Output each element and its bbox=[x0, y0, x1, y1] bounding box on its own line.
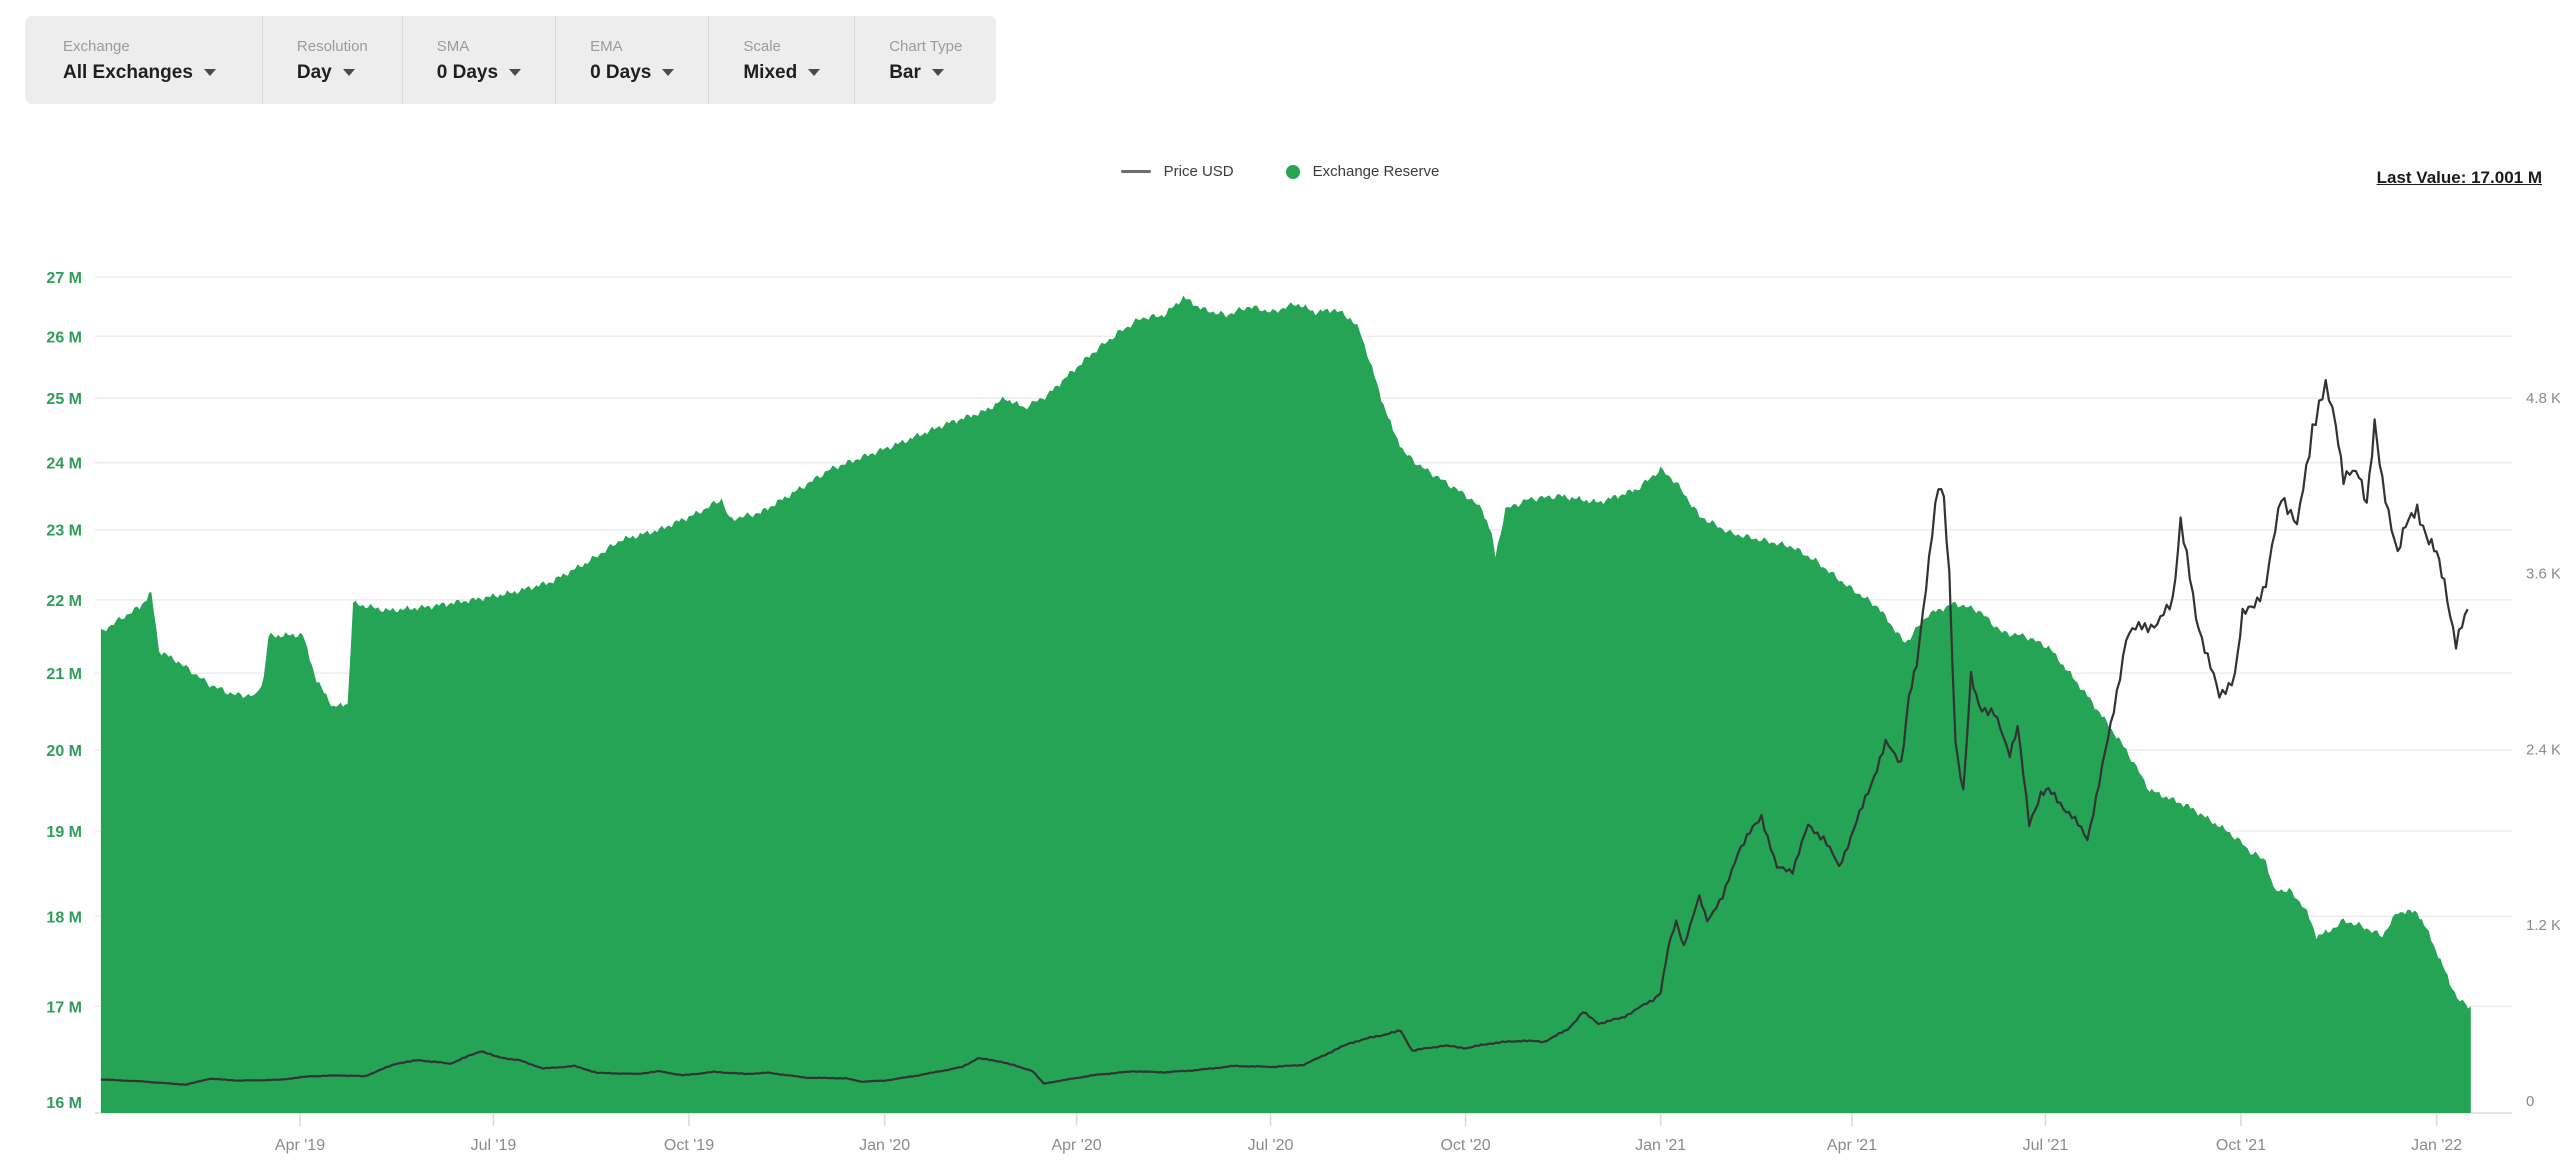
last-value-link[interactable]: Last Value: 17.001 M bbox=[2376, 168, 2542, 187]
ema-dropdown[interactable]: EMA 0 Days bbox=[555, 16, 708, 104]
svg-text:17 M: 17 M bbox=[46, 999, 82, 1016]
exchange-label: Exchange bbox=[63, 37, 130, 55]
chart-legend: Price USD Exchange Reserve bbox=[0, 163, 2560, 180]
chevron-down-icon bbox=[342, 68, 355, 76]
green-dot-icon bbox=[1285, 164, 1300, 179]
chart-type-label: Chart Type bbox=[889, 37, 963, 55]
svg-text:Jan '22: Jan '22 bbox=[2411, 1137, 2462, 1154]
svg-text:24 M: 24 M bbox=[46, 456, 82, 473]
chevron-down-icon bbox=[662, 68, 675, 76]
svg-text:Jul '19: Jul '19 bbox=[471, 1137, 517, 1154]
svg-text:Oct '20: Oct '20 bbox=[1440, 1137, 1490, 1154]
svg-text:2.4 K: 2.4 K bbox=[2526, 741, 2560, 758]
svg-text:Jul '20: Jul '20 bbox=[1248, 1137, 1294, 1154]
svg-text:16 M: 16 M bbox=[46, 1095, 82, 1112]
svg-text:19 M: 19 M bbox=[46, 824, 82, 841]
resolution-dropdown[interactable]: Resolution Day bbox=[261, 16, 402, 104]
chart-toolbar: Exchange All Exchanges Resolution Day SM… bbox=[25, 16, 997, 104]
svg-text:Apr '20: Apr '20 bbox=[1051, 1137, 1101, 1154]
chevron-down-icon bbox=[203, 68, 216, 76]
scale-selected: Mixed bbox=[743, 61, 798, 83]
ema-selected: 0 Days bbox=[590, 61, 652, 83]
svg-text:18 M: 18 M bbox=[46, 909, 82, 926]
svg-text:4.8 K: 4.8 K bbox=[2526, 390, 2560, 407]
svg-text:22 M: 22 M bbox=[46, 593, 82, 610]
scale-dropdown[interactable]: Scale Mixed bbox=[708, 16, 854, 104]
svg-text:27 M: 27 M bbox=[46, 270, 82, 287]
legend-exchange-reserve[interactable]: Exchange Reserve bbox=[1285, 163, 1440, 180]
legend-exchange-reserve-label: Exchange Reserve bbox=[1312, 163, 1440, 180]
svg-text:Apr '19: Apr '19 bbox=[275, 1137, 325, 1154]
svg-text:Oct '21: Oct '21 bbox=[2216, 1137, 2266, 1154]
chevron-down-icon bbox=[808, 68, 821, 76]
resolution-selected: Day bbox=[296, 61, 332, 83]
legend-price-usd-label: Price USD bbox=[1163, 163, 1234, 180]
price-line-swatch-icon bbox=[1120, 170, 1151, 173]
svg-text:0: 0 bbox=[2526, 1093, 2534, 1110]
ema-value: 0 Days bbox=[590, 61, 675, 83]
sma-selected: 0 Days bbox=[436, 61, 499, 83]
legend-price-usd[interactable]: Price USD bbox=[1120, 163, 1234, 180]
sma-dropdown[interactable]: SMA 0 Days bbox=[401, 16, 555, 104]
svg-text:3.6 K: 3.6 K bbox=[2526, 566, 2560, 583]
svg-text:25 M: 25 M bbox=[46, 391, 82, 408]
svg-text:1.2 K: 1.2 K bbox=[2526, 917, 2560, 934]
chevron-down-icon bbox=[509, 68, 522, 76]
exchange-value: All Exchanges bbox=[63, 63, 216, 82]
ema-label: EMA bbox=[590, 37, 623, 55]
svg-text:20 M: 20 M bbox=[46, 743, 82, 760]
chevron-down-icon bbox=[931, 68, 944, 76]
chart-type-value: Bar bbox=[889, 63, 962, 82]
resolution-label: Resolution bbox=[296, 37, 368, 55]
scale-value: Mixed bbox=[743, 61, 821, 83]
sma-value: 0 Days bbox=[436, 61, 522, 83]
svg-text:21 M: 21 M bbox=[46, 666, 82, 683]
svg-text:26 M: 26 M bbox=[46, 329, 82, 346]
exchange-dropdown[interactable]: Exchange All Exchanges bbox=[25, 16, 262, 104]
sma-label: SMA bbox=[436, 37, 470, 55]
svg-text:Jan '20: Jan '20 bbox=[859, 1137, 910, 1154]
svg-text:23 M: 23 M bbox=[46, 523, 82, 540]
chart-type-dropdown[interactable]: Chart Type Bar bbox=[854, 16, 996, 104]
svg-text:Jan '21: Jan '21 bbox=[1635, 1137, 1686, 1154]
svg-text:Oct '19: Oct '19 bbox=[664, 1137, 714, 1154]
chart-type-selected: Bar bbox=[889, 61, 921, 83]
svg-text:Apr '21: Apr '21 bbox=[1827, 1137, 1877, 1154]
svg-text:Jul '21: Jul '21 bbox=[2023, 1137, 2069, 1154]
scale-label: Scale bbox=[743, 37, 781, 55]
resolution-value: Day bbox=[297, 63, 368, 82]
exchange-selected: All Exchanges bbox=[63, 61, 193, 83]
